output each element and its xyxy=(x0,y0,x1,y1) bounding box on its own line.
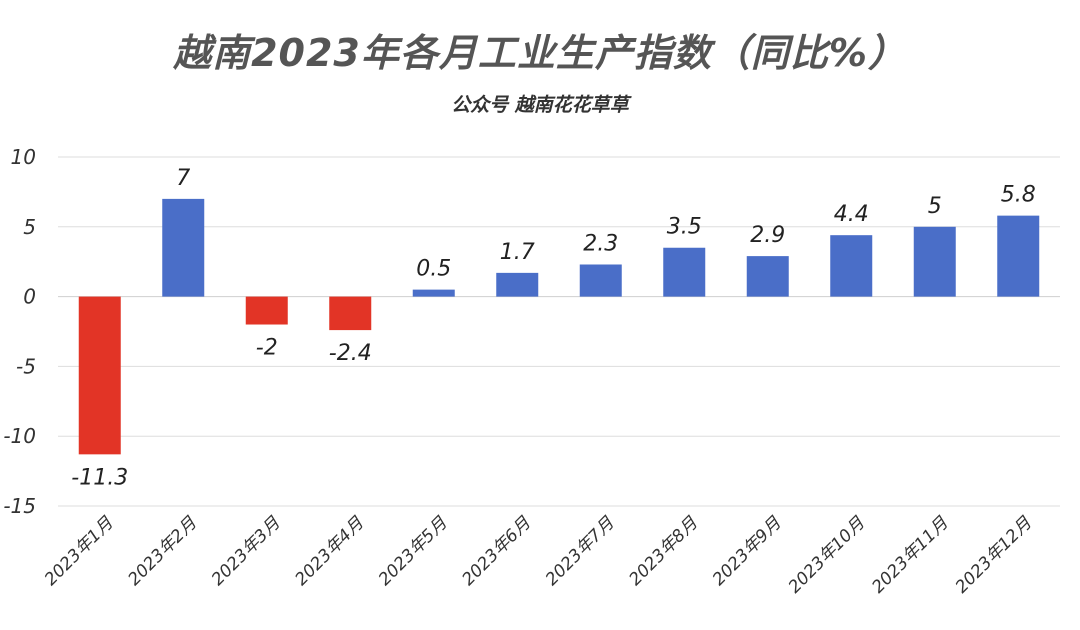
data-label: 4.4 xyxy=(834,202,869,227)
x-tick-label: 2023年12月 xyxy=(952,513,1037,598)
x-tick-label: 2023年6月 xyxy=(458,513,535,590)
bar xyxy=(663,247,706,297)
bar xyxy=(997,215,1040,297)
data-label: 3.5 xyxy=(667,215,702,240)
bar xyxy=(746,256,789,297)
y-tick-label: -10 xyxy=(3,424,36,448)
bar xyxy=(830,235,873,297)
bar xyxy=(412,289,455,297)
chart-subtitle: 公众号 越南花花草草 xyxy=(451,94,629,116)
x-tick-label: 2023年9月 xyxy=(709,513,786,590)
bar xyxy=(329,296,372,331)
data-label: -2 xyxy=(256,336,278,361)
data-label: 5 xyxy=(928,194,942,219)
bar xyxy=(78,296,121,455)
x-tick-label: 2023年7月 xyxy=(542,513,619,590)
data-label: 7 xyxy=(176,166,190,191)
bar xyxy=(162,198,205,297)
x-tick-label: 2023年11月 xyxy=(868,513,953,598)
bar xyxy=(913,226,956,297)
y-tick-label: -5 xyxy=(16,354,36,378)
data-label: -11.3 xyxy=(71,465,128,490)
data-label: 2.9 xyxy=(750,223,785,248)
x-tick-label: 2023年2月 xyxy=(124,513,201,590)
data-label: 5.8 xyxy=(1001,183,1036,208)
x-tick-label: 2023年4月 xyxy=(291,513,368,590)
data-label: 1.7 xyxy=(500,240,535,265)
data-label: -2.4 xyxy=(329,341,372,366)
x-tick-label: 2023年1月 xyxy=(41,513,118,590)
bar xyxy=(496,272,539,297)
x-tick-label: 2023年3月 xyxy=(208,513,285,590)
x-tick-label: 2023年10月 xyxy=(785,513,870,598)
chart-title: 越南2023年各月工业生产指数（同比%） xyxy=(173,31,907,75)
x-tick-label: 2023年5月 xyxy=(375,513,452,590)
y-tick-label: 0 xyxy=(23,285,36,309)
y-tick-label: -15 xyxy=(3,494,36,518)
bar xyxy=(245,296,288,325)
bar xyxy=(579,264,622,297)
data-label: 0.5 xyxy=(416,257,451,282)
y-tick-label: 10 xyxy=(11,145,36,169)
data-label: 2.3 xyxy=(583,231,618,256)
y-tick-label: 5 xyxy=(23,215,36,239)
x-tick-label: 2023年8月 xyxy=(625,513,702,590)
